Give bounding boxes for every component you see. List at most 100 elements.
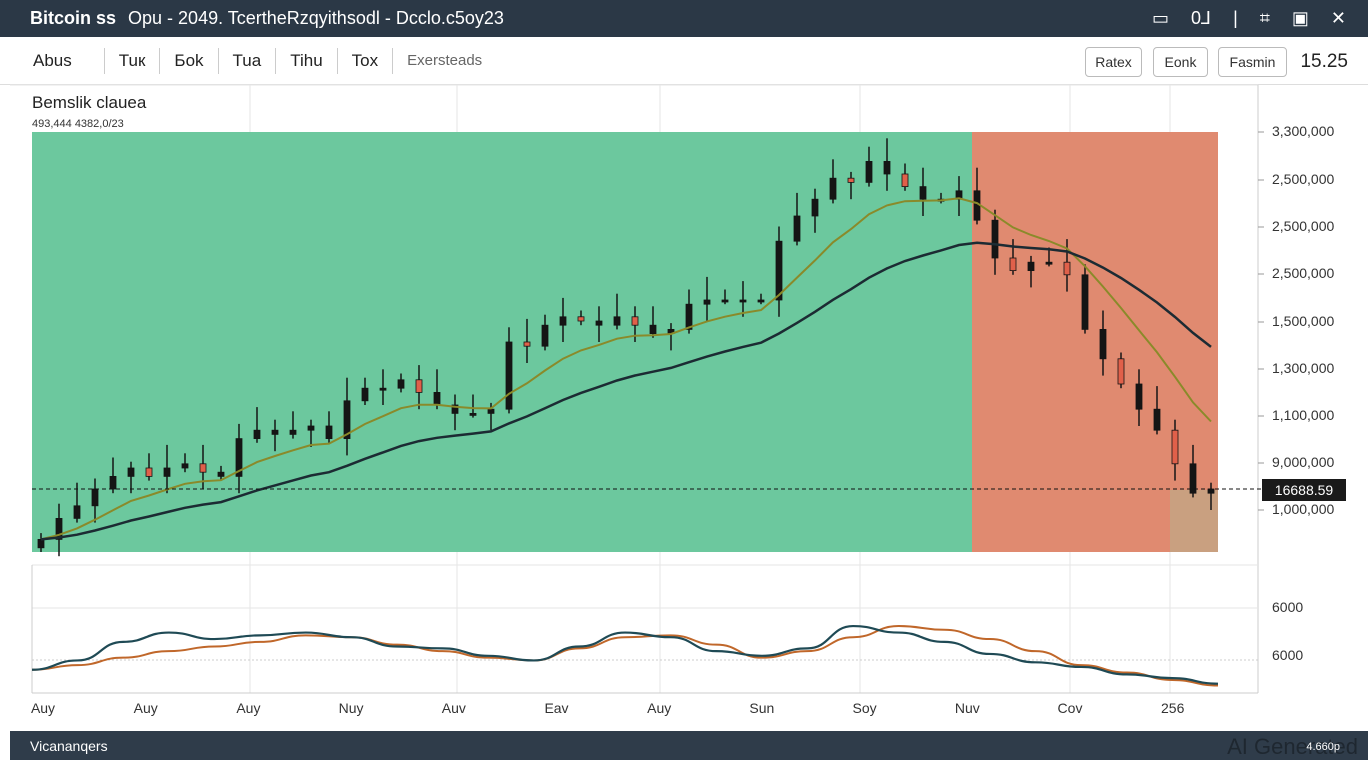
x-axis-label: Cov <box>1057 700 1083 716</box>
candle-body <box>253 429 261 440</box>
candle-body <box>811 198 819 217</box>
y-axis-label: 9,000,000 <box>1272 454 1335 470</box>
candle-body <box>163 467 171 477</box>
candle-body <box>91 488 99 507</box>
candle-body <box>613 316 621 326</box>
eonk-button[interactable]: Eonk <box>1153 47 1208 77</box>
candle-body <box>685 303 693 330</box>
minimize-icon[interactable]: ▭ <box>1152 8 1170 28</box>
y-axis-label: 1,100,000 <box>1272 407 1335 423</box>
candle-body <box>919 186 927 200</box>
tab-bok[interactable]: Бok <box>160 47 219 74</box>
x-axis-label: Nuv <box>954 700 980 716</box>
candle-body <box>469 412 477 416</box>
status-bar: Vicananqers <box>10 731 1368 760</box>
ma-fast-line <box>40 197 1212 541</box>
candle-body <box>1009 257 1017 272</box>
candle-body <box>757 299 765 303</box>
candle-body <box>1027 261 1035 272</box>
close-icon[interactable]: ✕ <box>1330 8 1346 28</box>
tab-tox[interactable]: Tox <box>338 47 394 74</box>
x-axis-label: Sun <box>749 700 775 716</box>
candle-body <box>217 471 225 477</box>
candle-body <box>1117 358 1125 385</box>
app-name: Bitcoin ss <box>30 8 117 28</box>
candle-body <box>397 379 405 389</box>
candle-body <box>127 467 135 477</box>
restore-icon[interactable]: 0⅃ <box>1191 8 1212 28</box>
x-axis-label: 256 <box>1161 700 1185 716</box>
tab-tihu[interactable]: Tihu <box>276 47 338 74</box>
y-axis-label: 2,500,000 <box>1272 265 1335 281</box>
oscillator-main-line <box>31 624 1219 685</box>
separator-icon: | <box>1233 8 1238 28</box>
x-axis-label: Nuy <box>338 700 364 716</box>
candle-body <box>325 425 333 440</box>
candle-body <box>505 341 513 410</box>
osc-axis-label: 6000 <box>1272 599 1304 615</box>
x-axis-label: Auy <box>30 700 56 716</box>
x-axis-label: Soy <box>852 700 877 716</box>
candle-body <box>181 463 189 469</box>
chart-subtitle: 493,444 4382,0/23 <box>32 118 124 130</box>
candle-body <box>775 240 783 301</box>
current-price-tag: 16688.59 <box>1262 479 1346 501</box>
candle-body <box>595 320 603 326</box>
candle-body <box>1207 488 1215 494</box>
candle-body <box>199 463 207 473</box>
x-axis-label: Auy <box>647 700 672 716</box>
candle-body <box>37 539 45 549</box>
candle-body <box>541 324 549 347</box>
y-axis-label: 1,300,000 <box>1272 360 1335 376</box>
candle-body <box>1189 463 1197 494</box>
ratex-button[interactable]: Ratex <box>1085 47 1142 77</box>
crop-icon[interactable]: ⌗ <box>1259 8 1270 28</box>
candle-body <box>1099 328 1107 360</box>
candle-body <box>1063 261 1071 276</box>
x-axis-label: Auy <box>133 700 158 716</box>
tab-exersteads[interactable]: Exersteads <box>407 51 483 69</box>
candle-body <box>361 387 369 402</box>
candle-body <box>145 467 153 477</box>
candle-body <box>379 387 387 391</box>
candle-body <box>1153 408 1161 431</box>
osc-axis-label: 6000 <box>1272 647 1304 663</box>
candle-body <box>235 438 243 477</box>
y-axis-label: 2,500,000 <box>1272 171 1335 187</box>
tab-tuk[interactable]: Tuк <box>105 47 161 74</box>
x-axis-label: Auy <box>236 700 261 716</box>
candle-body <box>865 160 873 183</box>
candle-body <box>847 177 855 183</box>
fasmin-button[interactable]: Fasmin <box>1218 47 1287 77</box>
candle-body <box>523 341 531 347</box>
price-value: 15.25 <box>1300 51 1348 72</box>
oscillator-signal-line <box>31 625 1219 687</box>
candle-body <box>109 475 117 490</box>
candle-body <box>1171 429 1179 465</box>
candle-body <box>1045 261 1053 265</box>
candle-body <box>829 177 837 200</box>
candle-body <box>883 160 891 175</box>
ma-slow-line <box>40 241 1212 541</box>
candle-body <box>631 316 639 326</box>
y-axis-label: 1,000,000 <box>1272 501 1335 517</box>
tab-tua[interactable]: Tua <box>219 47 277 74</box>
monitor-icon[interactable]: ▣ <box>1291 8 1309 28</box>
candle-body <box>901 173 909 188</box>
bear-zone <box>972 132 1218 552</box>
window-title: Opu - 2049. TcertheRzqyithsodl - Dcclo.c… <box>128 8 504 28</box>
tab-abus[interactable]: Abus <box>0 47 105 74</box>
candle-body <box>415 379 423 393</box>
candle-body <box>721 299 729 303</box>
candle-body <box>1135 383 1143 410</box>
candle-body <box>1081 274 1089 330</box>
candle-body <box>307 425 315 431</box>
candle-body <box>991 219 999 259</box>
candle-body <box>739 299 747 303</box>
candle-body <box>559 316 567 326</box>
x-axis-label: Eav <box>544 700 569 716</box>
bear-zone-fade <box>1170 490 1218 552</box>
status-label: Vicananqers <box>30 737 108 754</box>
y-axis-label: 1,500,000 <box>1272 313 1335 329</box>
